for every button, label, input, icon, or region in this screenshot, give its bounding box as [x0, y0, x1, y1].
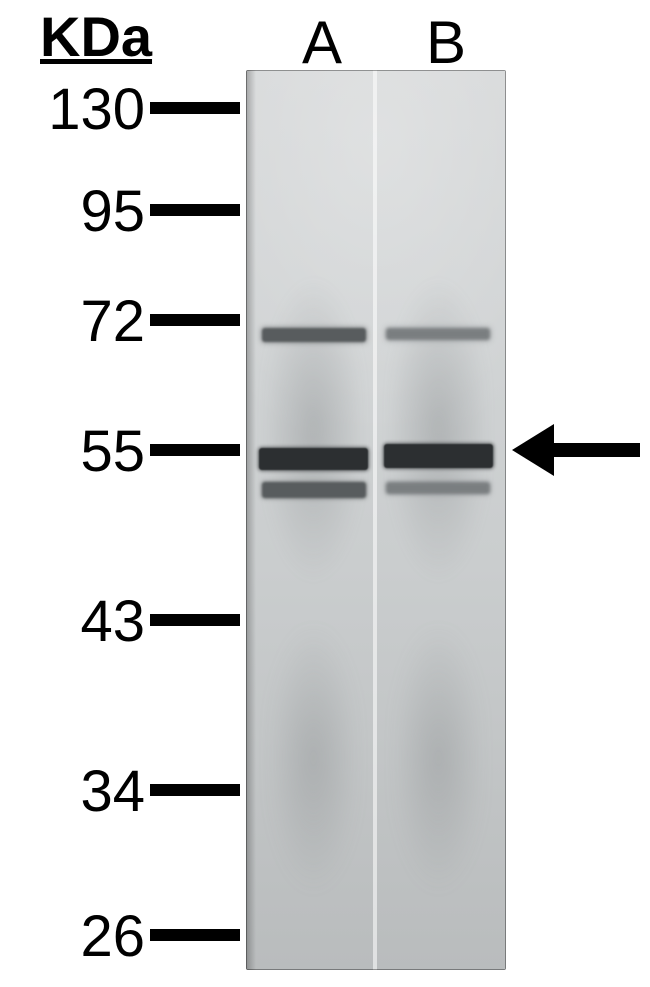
mw-tick-26 [150, 929, 240, 941]
smear [272, 630, 355, 950]
arrow-shaft [554, 443, 640, 457]
target-band-arrow-icon [512, 424, 640, 476]
blot-membrane [246, 70, 506, 970]
blot-left-edge-shadow [246, 70, 256, 970]
band-50kda-lane-b [386, 482, 490, 494]
band-70kda-lane-b [386, 328, 490, 340]
band-55kda-lane-b [384, 444, 493, 468]
lane-label-b: B [426, 8, 466, 77]
lane-label-a: A [302, 8, 342, 77]
band-70kda-lane-a [262, 328, 366, 342]
lane-divider [373, 70, 377, 970]
mw-tick-43 [150, 614, 240, 626]
mw-label-43: 43 [80, 588, 145, 655]
mw-label-55: 55 [80, 418, 145, 485]
western-blot-figure: KDa A B 130 95 72 55 43 [0, 0, 650, 987]
band-55kda-lane-a [259, 448, 368, 470]
kda-header: KDa [40, 4, 152, 69]
mw-label-95: 95 [80, 178, 145, 245]
mw-label-130: 130 [48, 76, 145, 143]
smear [392, 250, 486, 610]
mw-tick-34 [150, 784, 240, 796]
mw-label-34: 34 [80, 758, 145, 825]
band-50kda-lane-a [262, 482, 366, 498]
mw-tick-95 [150, 204, 240, 216]
smear [397, 630, 480, 950]
mw-tick-72 [150, 314, 240, 326]
arrow-head-icon [512, 424, 554, 476]
mw-tick-55 [150, 444, 240, 456]
mw-label-72: 72 [80, 288, 145, 355]
smear [267, 250, 361, 610]
mw-label-26: 26 [80, 903, 145, 970]
mw-tick-130 [150, 102, 240, 114]
